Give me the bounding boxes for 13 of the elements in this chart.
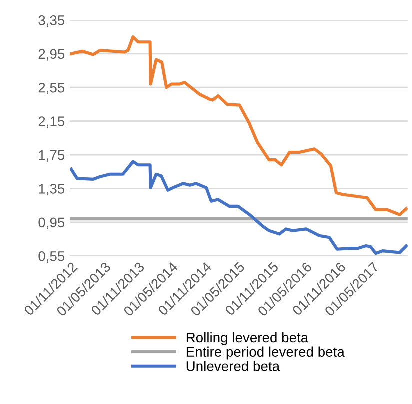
y-tick-label: 3,35 xyxy=(38,16,65,28)
legend-label: Entire period levered beta xyxy=(186,346,345,360)
y-tick-label: 1,35 xyxy=(39,184,65,196)
y-tick-label: 1,75 xyxy=(39,150,65,162)
y-tick-label: 2,95 xyxy=(38,49,65,61)
line-series xyxy=(70,36,408,216)
y-tick-label: 2,15 xyxy=(38,116,65,128)
y-tick-label: 0,95 xyxy=(38,218,65,230)
y-tick-label: 0,55 xyxy=(38,251,65,263)
line-series xyxy=(70,160,408,256)
y-tick-label: 2,55 xyxy=(38,82,65,94)
legend-label: Rolling levered beta xyxy=(186,332,309,346)
legend-label: Unlevered beta xyxy=(186,361,280,372)
